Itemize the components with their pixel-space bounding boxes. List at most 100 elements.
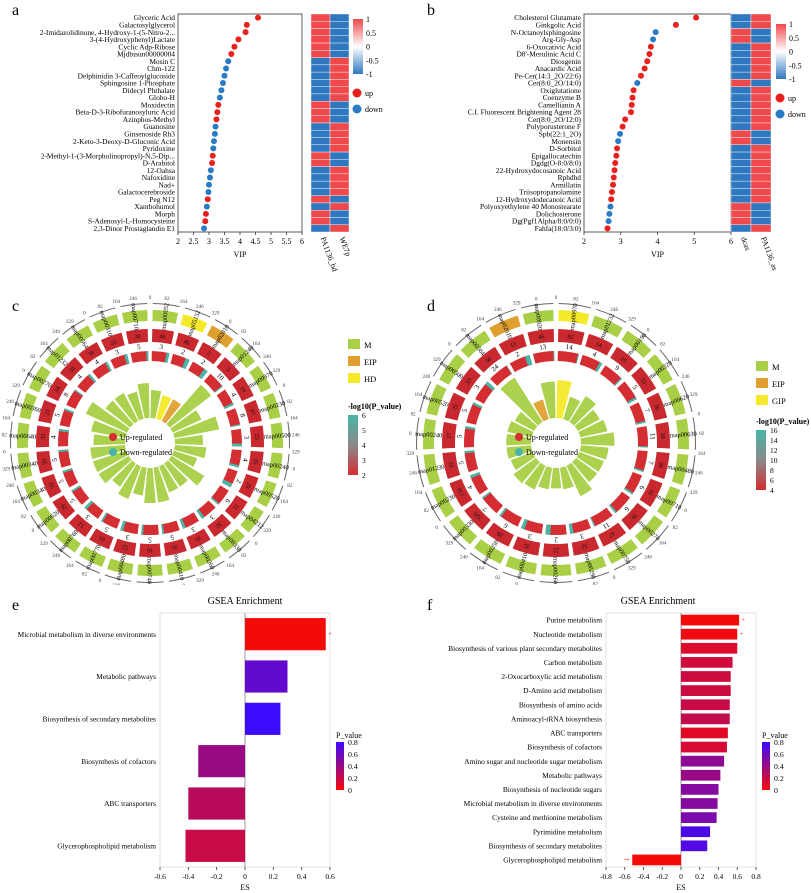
gene-count-segment	[100, 332, 125, 352]
scale-tick-label: 82	[82, 571, 88, 577]
up-count-label: 5	[137, 343, 142, 351]
scale-ring-segment	[120, 303, 148, 308]
up-count-label: 6	[622, 505, 631, 513]
panel-label-b: b	[427, 2, 435, 19]
scale-tick-label: 164	[476, 316, 484, 322]
scale-tick-label: 82	[573, 296, 579, 302]
vip-point	[216, 94, 223, 101]
gene-count-segment	[442, 451, 461, 480]
rich-factor-bar	[171, 450, 198, 467]
heatmap-cell	[310, 144, 331, 153]
x-tick-label: 0	[679, 872, 683, 881]
gene-count-segment	[41, 473, 62, 499]
es-bar	[198, 745, 245, 778]
colorbar-tick-label: -1	[366, 70, 373, 79]
vip-point	[215, 101, 222, 108]
heatmap-cell	[730, 180, 752, 189]
heatmap-cell	[329, 144, 350, 153]
up-count-label: 2	[180, 348, 186, 357]
scale-tick-label: 0	[555, 295, 558, 301]
heatmap-cell	[730, 64, 752, 73]
scale-tick-label: 246	[494, 307, 502, 313]
gene-count-label: 65	[98, 534, 106, 542]
significance-mark: *	[740, 633, 743, 638]
down-regulated-segment	[627, 397, 637, 404]
up-regulated-segment	[141, 524, 159, 535]
up-regulated-segment	[231, 428, 242, 447]
metabolite-label: Polyporusterone F	[527, 122, 581, 131]
category-band	[137, 564, 163, 576]
gene-count-segment	[224, 495, 248, 520]
down-regulated-segment	[100, 512, 108, 522]
heatmap-cell	[310, 130, 331, 138]
gene-count-label: 38	[134, 334, 141, 341]
heatmap-cell	[310, 137, 331, 146]
up-count-label: 6	[223, 497, 232, 505]
up-regulated-segment	[532, 351, 555, 364]
down-regulated-segment	[87, 373, 97, 383]
gene-count-segment	[207, 513, 232, 537]
down-regulated-segment	[464, 450, 475, 454]
es-bar	[681, 784, 719, 795]
up-count-label: 5	[148, 536, 152, 544]
scale-tick-label: 82	[287, 483, 293, 489]
gene-count-label: 35	[251, 458, 258, 465]
es-bar	[245, 660, 288, 693]
up-regulated-segment	[629, 402, 646, 425]
rich-factor-bar	[161, 399, 182, 424]
up-count-label: 4	[591, 350, 598, 359]
up-regulated-segment	[58, 428, 69, 447]
metabolite-label: Cer(8:0_2O/14:0)	[528, 79, 581, 88]
es-bar	[681, 812, 717, 823]
rich-factor-bar	[524, 462, 546, 490]
up-count-label: 3	[579, 532, 585, 541]
heatmap-cell	[329, 195, 350, 204]
scale-ring-segment	[416, 417, 420, 450]
heatmap-cell	[750, 21, 772, 29]
gene-count-segment	[655, 422, 670, 449]
x-tick-label: 4	[656, 237, 660, 246]
gene-count-segment	[651, 451, 670, 480]
scale-tick-label: 0	[99, 578, 102, 584]
scale-tick-label: 82	[164, 296, 170, 302]
colorbar-tick-label: 6	[770, 476, 774, 485]
gene-count-segment	[38, 399, 57, 424]
colorbar-tick-label: 0	[348, 786, 352, 795]
vip-point	[650, 36, 657, 43]
regulation-legend-marker	[109, 448, 117, 456]
metabolite-label: 3-(4-Hydroxyphenyl)Lactate	[90, 35, 176, 44]
heatmap-cell	[329, 108, 350, 116]
category-band	[206, 325, 234, 348]
metabolite-label: Morph	[155, 209, 175, 218]
heatmap-cell	[750, 71, 772, 80]
heatmap-cell	[730, 13, 752, 22]
scale-tick-label: 246	[52, 329, 60, 335]
gene-count-label: 33	[41, 434, 47, 440]
rich-factor-bar	[513, 457, 540, 484]
up-count-label: 8	[238, 412, 247, 418]
up-regulated-segment	[599, 365, 622, 386]
scale-ring-segment	[50, 540, 72, 559]
colorbar-tick-label: 10	[770, 456, 778, 465]
scale-tick-label: 82	[495, 575, 501, 581]
down-regulated-segment	[179, 518, 186, 529]
metabolite-label: Xanthohumol	[134, 202, 175, 211]
scale-ring-segment	[630, 324, 657, 347]
metabolite-label: 12-Hydroxydodecanoic Acid	[495, 195, 581, 204]
gene-count-segment	[639, 478, 663, 507]
scale-ring-segment	[184, 307, 211, 318]
up-count-label: 24	[490, 362, 501, 373]
scale-ring-segment	[10, 453, 17, 481]
up-regulated-segment	[216, 389, 234, 410]
rich-factor-bar	[92, 450, 129, 472]
es-bar	[681, 642, 738, 654]
up-count-label: 3	[190, 525, 197, 534]
rich-factor-bar	[569, 396, 596, 426]
legend-label: down	[788, 110, 806, 119]
scale-ring-segment	[680, 381, 693, 413]
up-count-label: 3	[473, 383, 482, 391]
legend-marker	[775, 109, 785, 119]
colorbar-tick-label: -0.5	[366, 56, 379, 65]
heatmap-cell	[750, 144, 772, 153]
up-count-label: 13	[539, 343, 548, 352]
